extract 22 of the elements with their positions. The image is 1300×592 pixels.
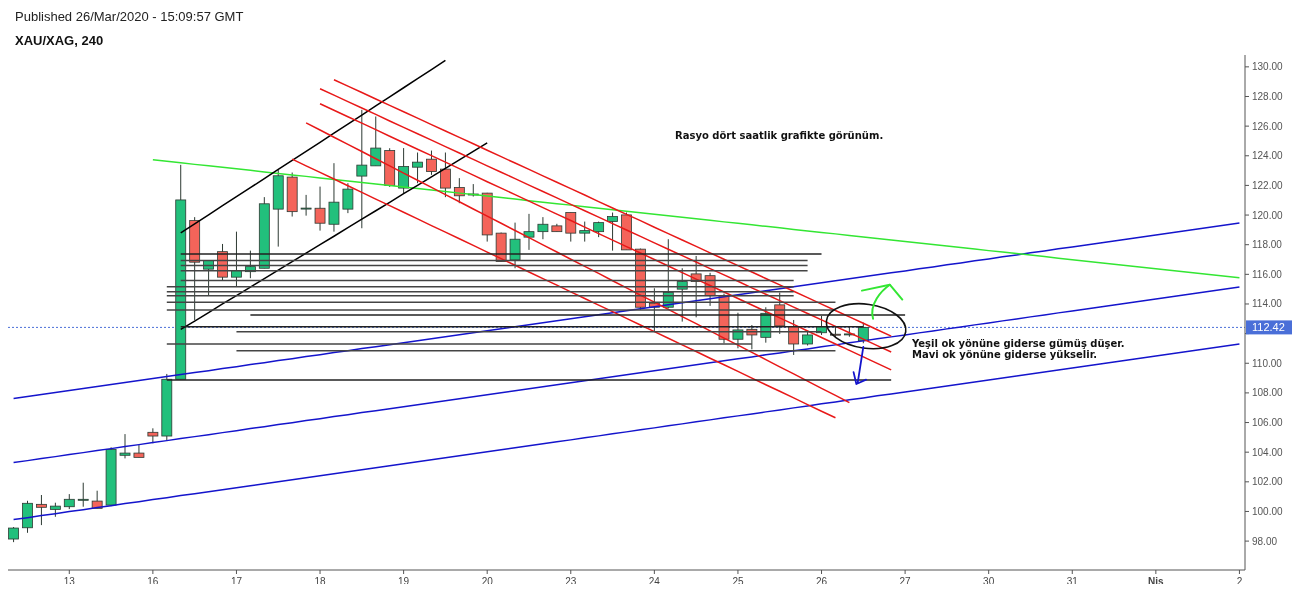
y-tick-label: 100.00	[1252, 505, 1284, 517]
y-tick-label: 130.00	[1252, 61, 1284, 73]
y-tick-label: 124.00	[1252, 150, 1284, 162]
annotation: Mavi ok yönüne giderse yükselir.	[912, 349, 1097, 360]
y-tick-label: 98.00	[1252, 535, 1278, 547]
y-tick-label: 120.00	[1252, 209, 1284, 221]
y-tick-label: 128.00	[1252, 91, 1284, 102]
y-tick-label: 102.00	[1252, 476, 1284, 488]
y-tick-label: 114.00	[1252, 298, 1283, 310]
y-tick-label: 122.00	[1252, 179, 1284, 191]
y-tick-label: 108.00	[1252, 387, 1284, 399]
y-tick-label: 106.00	[1252, 417, 1284, 429]
y-tick-label: 110.00	[1252, 357, 1283, 369]
chart-title: XAU/XAG, 240	[15, 33, 104, 48]
annotation: Rasyo dört saatlik grafikte görünüm.	[675, 130, 884, 141]
y-tick-label: 126.00	[1252, 120, 1284, 132]
y-tick-label: 118.00	[1252, 239, 1283, 251]
annotation: Yeşil ok yönüne giderse gümüş düşer.	[911, 338, 1125, 349]
ref-line-label: 112.42	[1252, 321, 1285, 334]
y-tick-label: 116.00	[1252, 268, 1283, 280]
chart-subtitle: Published 26/Mar/2020 - 15:09:57 GMT	[15, 9, 244, 24]
y-tick-label: 104.00	[1252, 446, 1284, 458]
